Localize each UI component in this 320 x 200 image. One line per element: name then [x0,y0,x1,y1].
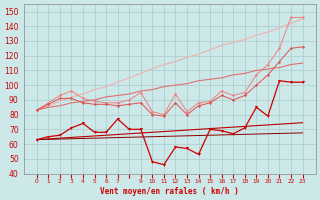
X-axis label: Vent moyen/en rafales ( km/h ): Vent moyen/en rafales ( km/h ) [100,187,239,196]
